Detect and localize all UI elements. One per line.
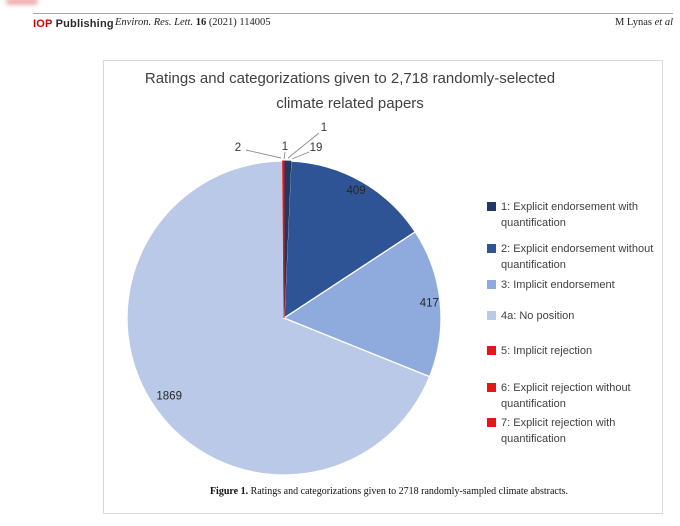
pie-slice-4: [126, 160, 431, 476]
legend-label: 1: Explicit endorsement with quantificat…: [501, 201, 638, 229]
callout-value-label: 2: [235, 142, 241, 154]
figure-caption-label: Figure 1.: [209, 486, 249, 497]
slice-value-label: 1869: [156, 390, 182, 402]
legend-item-5: 5: Implicit rejection: [487, 343, 659, 359]
legend-item-1: 1: Explicit endorsement with quantificat…: [487, 199, 659, 231]
header-divider: [33, 13, 673, 14]
publisher-logo-text: Publishing: [55, 18, 114, 30]
journal-reference: Environ. Res. Lett. 16 (2021) 114005: [115, 17, 271, 28]
legend-swatch-icon: [487, 346, 496, 355]
cropped-red-mark: [6, 0, 38, 5]
legend-label: 6: Explicit rejection without quantifica…: [501, 382, 631, 410]
callout-leader-line: [245, 149, 282, 159]
legend-swatch-icon: [487, 311, 496, 320]
pie-slice-2: [283, 160, 417, 320]
legend-swatch-icon: [487, 202, 496, 211]
legend-label: 4a: No position: [501, 310, 575, 322]
legend-label: 5: Implicit rejection: [501, 345, 593, 357]
legend-item-6: 6: Explicit rejection without quantifica…: [487, 380, 659, 412]
callout-leader-line: [291, 151, 310, 160]
slice-value-label: 417: [420, 298, 439, 310]
journal-issue: (2021) 114005: [208, 17, 271, 28]
page-header: IOP Publishing Environ. Res. Lett. 16 (20…: [0, 17, 680, 33]
callout-value-label: 19: [310, 142, 323, 154]
legend-label: 7: Explicit rejection with quantificatio…: [501, 417, 616, 445]
chart-title: Ratings and categorizations given to 2,7…: [103, 66, 597, 116]
legend-swatch-icon: [487, 418, 496, 427]
running-authors: M Lynas et al: [615, 17, 673, 28]
journal-name: Environ. Res. Lett.: [115, 17, 194, 28]
legend-swatch-icon: [487, 280, 496, 289]
legend-item-3: 3: Implicit endorsement: [487, 277, 659, 293]
legend-swatch-icon: [487, 383, 496, 392]
legend-item-2: 2: Explicit endorsement without quantifi…: [487, 241, 659, 273]
chart-title-line1: Ratings and categorizations given to 2,7…: [144, 70, 556, 87]
legend-label: 2: Explicit endorsement without quantifi…: [501, 243, 654, 271]
journal-volume: 16: [195, 17, 207, 28]
publisher-logo-iop: IOP: [33, 18, 53, 30]
author-name: M Lynas: [614, 17, 652, 28]
legend-item-7: 7: Explicit rejection with quantificatio…: [487, 415, 659, 447]
legend-label: 3: Implicit endorsement: [501, 279, 615, 291]
callout-value-label: 1: [282, 141, 288, 153]
publisher-logo: IOP Publishing: [33, 18, 114, 30]
callout-leader-line: [287, 132, 320, 159]
callout-leader-line: [283, 151, 286, 160]
legend-item-4: 4a: No position: [487, 308, 659, 324]
callout-value-label: 1: [321, 122, 327, 134]
figure-caption: Figure 1. Ratings and categorizations gi…: [116, 486, 662, 497]
author-etal: et al: [654, 17, 673, 28]
slice-value-label: 409: [347, 185, 366, 197]
chart-title-line2: climate related papers: [276, 95, 424, 112]
figure-caption-text: Ratings and categorizations given to 271…: [248, 486, 569, 497]
pie-slice-3: [282, 230, 442, 378]
legend-swatch-icon: [487, 244, 496, 253]
chart-legend: 1: Explicit endorsement with quantificat…: [487, 195, 659, 455]
